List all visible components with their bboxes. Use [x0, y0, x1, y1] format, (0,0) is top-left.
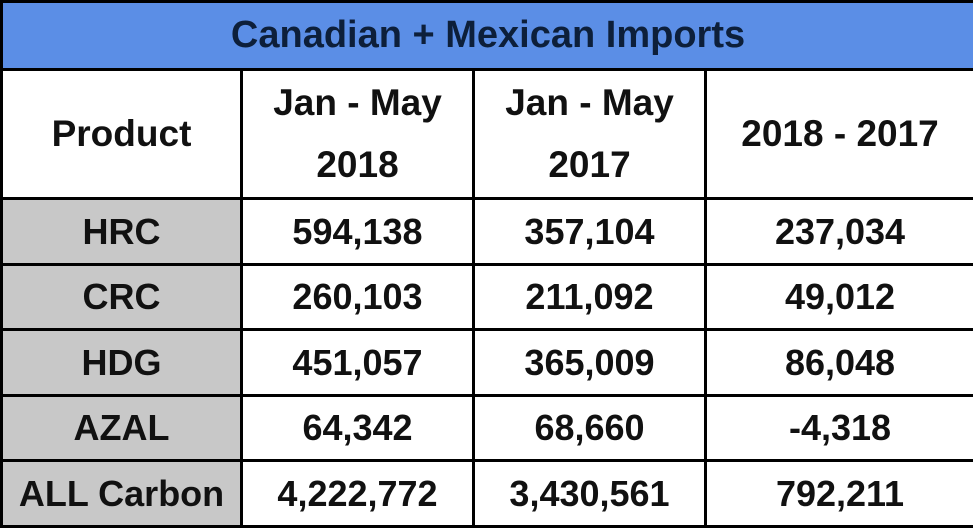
- product-cell: CRC: [0, 262, 243, 332]
- table-row: HRC 594,138 357,104 237,034: [0, 197, 973, 266]
- header-product: Product: [0, 67, 243, 201]
- header-2018-line1: Jan - May: [273, 81, 442, 123]
- table-row: CRC 260,103 211,092 49,012: [0, 262, 973, 332]
- header-diff-label: 2018 - 2017: [741, 112, 939, 154]
- header-2017-line1: Jan - May: [505, 81, 674, 123]
- value-2017-cell: 211,092: [472, 262, 707, 332]
- value-diff-cell: -4,318: [703, 393, 973, 463]
- product-cell: AZAL: [0, 393, 243, 463]
- value-diff-cell: 237,034: [703, 197, 973, 266]
- title-row: Canadian + Mexican Imports: [0, 0, 973, 71]
- table-title: Canadian + Mexican Imports: [0, 0, 973, 71]
- value-2018-cell: 594,138: [240, 197, 475, 266]
- value-2017-cell: 357,104: [472, 197, 707, 266]
- header-diff: 2018 - 2017: [703, 67, 973, 201]
- value-2018-cell: 4,222,772: [240, 459, 475, 528]
- table-row: HDG 451,057 365,009 86,048: [0, 328, 973, 397]
- header-product-label: Product: [51, 112, 192, 154]
- value-2018-cell: 260,103: [240, 262, 475, 332]
- header-2017-line2: 2017: [548, 143, 631, 185]
- table-row: ALL Carbon 4,222,772 3,430,561 792,211: [0, 459, 973, 528]
- value-diff-cell: 49,012: [703, 262, 973, 332]
- value-2017-cell: 3,430,561: [472, 459, 707, 528]
- table-row: AZAL 64,342 68,660 -4,318: [0, 393, 973, 463]
- value-2017-cell: 68,660: [472, 393, 707, 463]
- value-2018-cell: 64,342: [240, 393, 475, 463]
- header-2017: Jan - May 2017: [472, 67, 707, 201]
- value-diff-cell: 792,211: [703, 459, 973, 528]
- value-diff-cell: 86,048: [703, 328, 973, 397]
- product-cell: HRC: [0, 197, 243, 266]
- product-cell: ALL Carbon: [0, 459, 243, 528]
- product-cell: HDG: [0, 328, 243, 397]
- header-2018: Jan - May 2018: [240, 67, 475, 201]
- value-2018-cell: 451,057: [240, 328, 475, 397]
- value-2017-cell: 365,009: [472, 328, 707, 397]
- header-2018-line2: 2018: [316, 143, 399, 185]
- header-row: Product Jan - May 2018 Jan - May 2017 20…: [0, 67, 973, 201]
